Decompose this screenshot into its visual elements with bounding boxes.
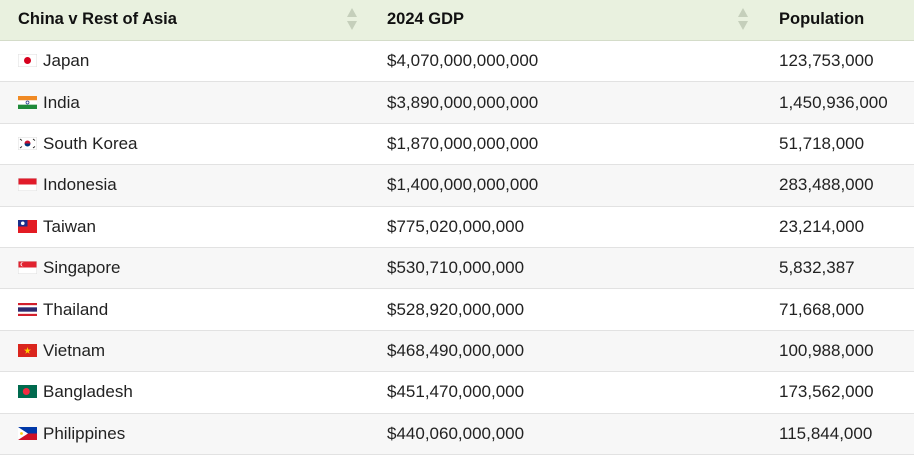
gdp-cell: $4,070,000,000,000 <box>387 51 539 71</box>
table-row: Thailand $528,920,000,000 71,668,000 <box>0 289 914 331</box>
country-cell: India <box>0 93 369 113</box>
country-cell: Thailand <box>0 300 369 320</box>
population-cell: 173,562,000 <box>779 382 874 402</box>
country-name: Philippines <box>43 423 126 443</box>
sort-arrows-icon[interactable] <box>347 6 359 34</box>
country-cell: Philippines <box>0 424 369 444</box>
flag-singapore-icon <box>18 261 37 275</box>
gdp-cell: $440,060,000,000 <box>387 423 525 443</box>
population-cell: 51,718,000 <box>779 133 865 153</box>
country-cell: South Korea <box>0 134 369 154</box>
gdp-cell: $451,470,000,000 <box>387 382 525 402</box>
country-name: Taiwan <box>43 216 96 236</box>
country-cell: Vietnam <box>0 341 369 361</box>
country-cell: Japan <box>0 51 369 71</box>
table-row: Bangladesh $451,470,000,000 173,562,000 <box>0 372 914 414</box>
table-row: South Korea $1,870,000,000,000 51,718,00… <box>0 124 914 166</box>
population-cell: 71,668,000 <box>779 299 865 319</box>
country-cell: Bangladesh <box>0 382 369 402</box>
flag-philippines-icon <box>18 426 37 440</box>
gdp-cell: $775,020,000,000 <box>387 216 525 236</box>
gdp-cell: $468,490,000,000 <box>387 340 525 360</box>
population-cell: 115,844,000 <box>779 423 873 443</box>
table-row: Vietnam $468,490,000,000 100,988,000 <box>0 330 914 373</box>
population-cell: 5,832,387 <box>779 258 855 278</box>
population-cell: 100,988,000 <box>779 340 874 360</box>
gdp-cell: $3,890,000,000,000 <box>387 92 539 112</box>
country-cell: Indonesia <box>0 175 369 195</box>
country-name: Vietnam <box>43 340 106 360</box>
column-header-population-label: Population <box>779 10 865 28</box>
gdp-cell: $1,870,000,000,000 <box>387 133 539 153</box>
country-name: Indonesia <box>43 175 117 195</box>
flag-indonesia-icon <box>18 178 37 192</box>
table-row: Singapore $530,710,000,000 5,832,387 <box>0 247 914 290</box>
flag-japan-icon <box>18 54 37 68</box>
table-row: India $3,890,000,000,000 1,450,936,000 <box>0 82 914 124</box>
column-header-gdp[interactable]: 2024 GDP <box>369 0 761 40</box>
flag-south-korea-icon <box>18 136 37 150</box>
gdp-cell: $530,710,000,000 <box>387 258 525 278</box>
country-name: Bangladesh <box>43 382 133 402</box>
table-header: China v Rest of Asia 2024 GDP Population <box>0 0 914 41</box>
column-header-population[interactable]: Population <box>761 0 914 40</box>
gdp-cell: $1,400,000,000,000 <box>387 175 539 195</box>
table-row: Taiwan $775,020,000,000 23,214,000 <box>0 207 914 248</box>
flag-india-icon <box>18 95 37 109</box>
flag-thailand-icon <box>18 302 37 316</box>
population-cell: 283,488,000 <box>779 175 874 195</box>
column-header-country[interactable]: China v Rest of Asia <box>0 0 369 40</box>
column-header-gdp-label: 2024 GDP <box>387 10 465 28</box>
population-cell: 1,450,936,000 <box>779 92 888 112</box>
country-cell: Singapore <box>0 258 369 278</box>
country-name: India <box>43 92 80 112</box>
column-header-country-label: China v Rest of Asia <box>18 10 177 28</box>
sort-arrows-icon[interactable] <box>738 6 750 34</box>
flag-vietnam-icon <box>18 343 37 357</box>
table-row: Philippines $440,060,000,000 115,844,000 <box>0 413 914 455</box>
country-name: Thailand <box>43 299 109 319</box>
gdp-cell: $528,920,000,000 <box>387 299 525 319</box>
flag-taiwan-icon <box>18 219 37 233</box>
table-row: Indonesia $1,400,000,000,000 283,488,000 <box>0 165 914 207</box>
population-cell: 23,214,000 <box>779 216 865 236</box>
flag-bangladesh-icon <box>18 385 37 399</box>
country-name: South Korea <box>43 133 138 153</box>
country-cell: Taiwan <box>0 217 369 237</box>
population-cell: 123,753,000 <box>779 51 874 71</box>
country-name: Singapore <box>43 258 121 278</box>
country-name: Japan <box>43 51 90 71</box>
table-row: Japan $4,070,000,000,000 123,753,000 <box>0 41 914 83</box>
